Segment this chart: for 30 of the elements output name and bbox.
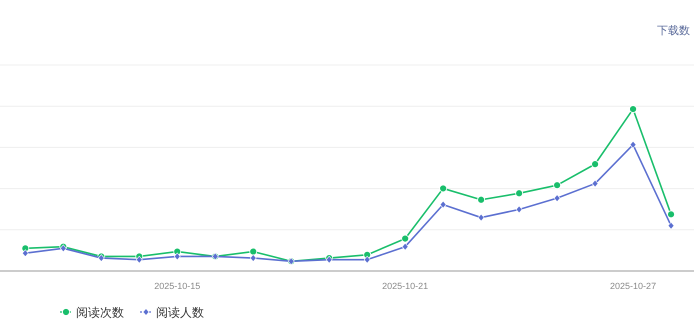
- point: [553, 181, 561, 190]
- annotation: 下载数: [657, 25, 690, 37]
- legend-label: 阅读次数: [76, 306, 124, 320]
- point: [629, 105, 637, 113]
- point: [22, 249, 29, 257]
- point: [402, 242, 408, 251]
- point: [401, 234, 410, 243]
- point: [516, 206, 522, 214]
- point: [440, 200, 446, 208]
- point: [439, 184, 448, 192]
- point: [174, 252, 181, 260]
- point: [136, 256, 143, 264]
- point: [515, 189, 524, 198]
- point: [667, 210, 675, 218]
- point: [477, 196, 486, 204]
- legend-item: 阅读人数: [140, 306, 204, 320]
- x-tick: 2025-10-15: [154, 281, 200, 291]
- point: [249, 248, 258, 256]
- legend-label: 阅读人数: [156, 306, 204, 320]
- x-tick: 2025-10-27: [610, 281, 656, 291]
- point: [364, 256, 370, 264]
- point: [592, 180, 598, 188]
- point: [630, 140, 636, 149]
- point: [591, 160, 599, 168]
- point: [250, 254, 257, 262]
- point: [478, 214, 484, 222]
- point: [668, 222, 674, 230]
- x-tick: 2025-10-21: [382, 281, 428, 291]
- point: [554, 194, 560, 202]
- legend-item: 阅读次数: [60, 306, 124, 320]
